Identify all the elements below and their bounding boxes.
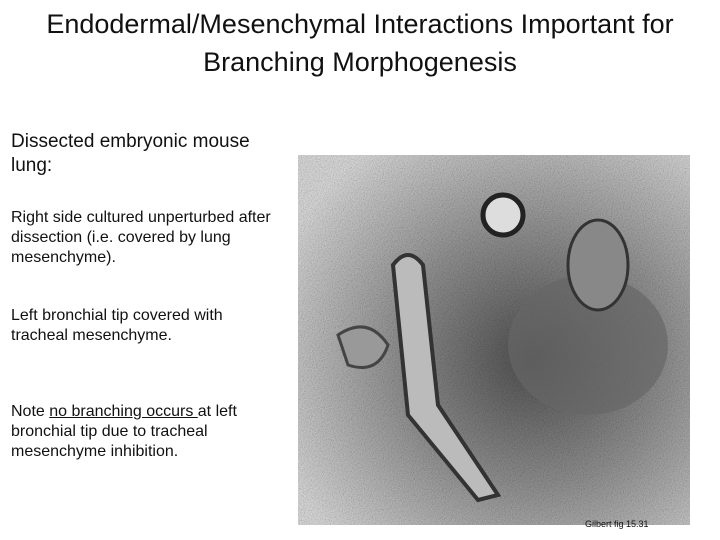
figure-image [298, 155, 690, 525]
tissue [480, 192, 526, 238]
tissue [390, 253, 502, 503]
note: Note no branching occurs at left bronchi… [11, 402, 281, 462]
title-line: Branching Morphogenesis [203, 47, 517, 77]
note-text: Note [11, 403, 50, 420]
paragraph: Right side cultured unperturbed after di… [11, 209, 271, 266]
title-line: Endodermal/Mesenchymal Interactions Impo… [46, 9, 674, 39]
tissue [508, 275, 668, 415]
tissue [566, 218, 630, 312]
paragraph: Left bronchial tip covered with tracheal… [11, 307, 223, 344]
intro-text: Dissected embryonic mouse lung: [11, 131, 250, 176]
tissue [336, 325, 390, 369]
note-text: at left bronchial tip due to tracheal me… [11, 403, 237, 460]
figure-caption: Gilbert fig 15.31 [585, 519, 649, 529]
note-underlined: no branching occurs [49, 403, 198, 420]
